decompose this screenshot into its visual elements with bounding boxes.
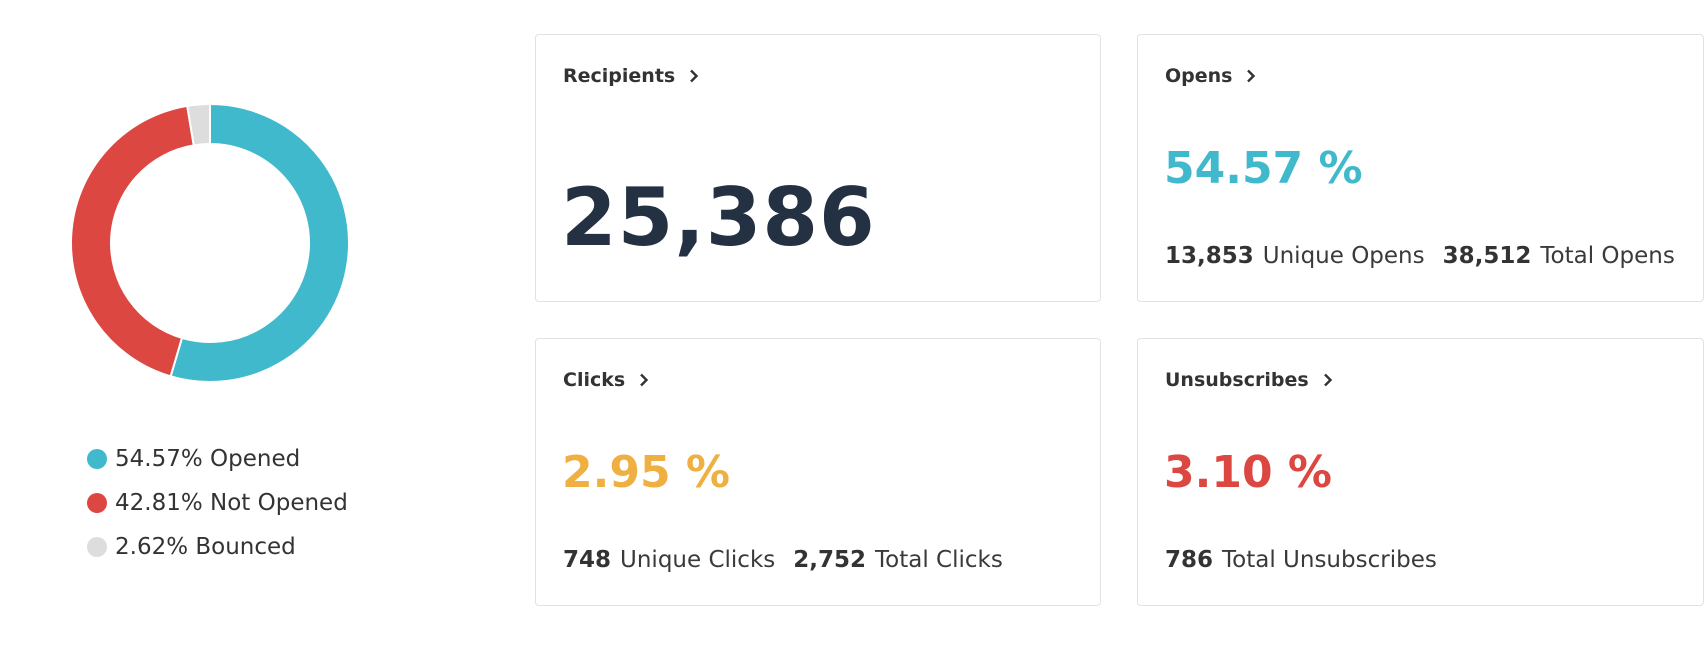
chevron-right-icon xyxy=(1323,373,1332,387)
unsubscribes-stats: 786 Total Unsubscribes xyxy=(1165,547,1455,573)
clicks-stats: 748 Unique Clicks 2,752 Total Clicks xyxy=(563,547,1021,573)
total-clicks-label: Total Clicks xyxy=(875,547,1003,573)
chart-legend: 54.57% Opened 42.81% Not Opened 2.62% Bo… xyxy=(87,437,348,569)
unique-clicks-stat: 748 Unique Clicks xyxy=(563,547,775,573)
total-unsubscribes-label: Total Unsubscribes xyxy=(1222,547,1437,573)
opens-percent: 54.57 % xyxy=(1164,143,1363,194)
unique-opens-value: 13,853 xyxy=(1165,243,1254,269)
total-unsubscribes-stat: 786 Total Unsubscribes xyxy=(1165,547,1437,573)
total-clicks-stat: 2,752 Total Clicks xyxy=(793,547,1003,573)
clicks-percent: 2.95 % xyxy=(562,447,730,498)
unique-clicks-label: Unique Clicks xyxy=(620,547,776,573)
donut-slice-opened xyxy=(169,103,350,383)
total-opens-label: Total Opens xyxy=(1540,243,1675,269)
clicks-title: Clicks xyxy=(563,369,626,391)
chevron-right-icon xyxy=(1247,69,1256,83)
total-opens-stat: 38,512 Total Opens xyxy=(1443,243,1675,269)
donut-chart-svg xyxy=(70,103,350,383)
recipients-link[interactable]: Recipients xyxy=(563,65,699,87)
legend-label-bounced: 2.62% Bounced xyxy=(115,534,296,560)
unique-opens-stat: 13,853 Unique Opens xyxy=(1165,243,1425,269)
legend-dot-bounced xyxy=(87,537,107,557)
unsubscribes-card: Unsubscribes 3.10 % 786 Total Unsubscrib… xyxy=(1137,338,1704,606)
opens-title: Opens xyxy=(1165,65,1233,87)
legend-item-opened: 54.57% Opened xyxy=(87,437,348,481)
total-clicks-value: 2,752 xyxy=(793,547,867,573)
chevron-right-icon xyxy=(640,373,649,387)
legend-label-opened: 54.57% Opened xyxy=(115,446,301,472)
donut-slice-bounced xyxy=(186,103,211,147)
legend-label-not-opened: 42.81% Not Opened xyxy=(115,490,348,516)
legend-dot-not-opened xyxy=(87,493,107,513)
total-opens-value: 38,512 xyxy=(1442,243,1532,269)
recipients-card: Recipients 25,386 xyxy=(535,34,1101,302)
unsubscribes-percent: 3.10 % xyxy=(1164,447,1332,498)
clicks-card: Clicks 2.95 % 748 Unique Clicks 2,752 To… xyxy=(535,338,1101,606)
legend-dot-opened xyxy=(87,449,107,469)
unique-clicks-value: 748 xyxy=(563,547,612,573)
donut-slice-not-opened xyxy=(70,104,195,378)
opens-stats: 13,853 Unique Opens 38,512 Total Opens xyxy=(1165,243,1693,269)
recipients-value: 25,386 xyxy=(561,171,876,264)
total-unsubscribes-value: 786 xyxy=(1165,547,1214,573)
legend-item-bounced: 2.62% Bounced xyxy=(87,525,348,569)
opens-link[interactable]: Opens xyxy=(1165,65,1256,87)
clicks-link[interactable]: Clicks xyxy=(563,369,649,391)
recipients-title: Recipients xyxy=(563,65,676,87)
donut-chart xyxy=(70,103,350,383)
chevron-right-icon xyxy=(690,69,699,83)
unsubscribes-title: Unsubscribes xyxy=(1165,369,1309,391)
unique-opens-label: Unique Opens xyxy=(1262,243,1425,269)
unsubscribes-link[interactable]: Unsubscribes xyxy=(1165,369,1333,391)
legend-item-not-opened: 42.81% Not Opened xyxy=(87,481,348,525)
opens-card: Opens 54.57 % 13,853 Unique Opens 38,512… xyxy=(1137,34,1704,302)
